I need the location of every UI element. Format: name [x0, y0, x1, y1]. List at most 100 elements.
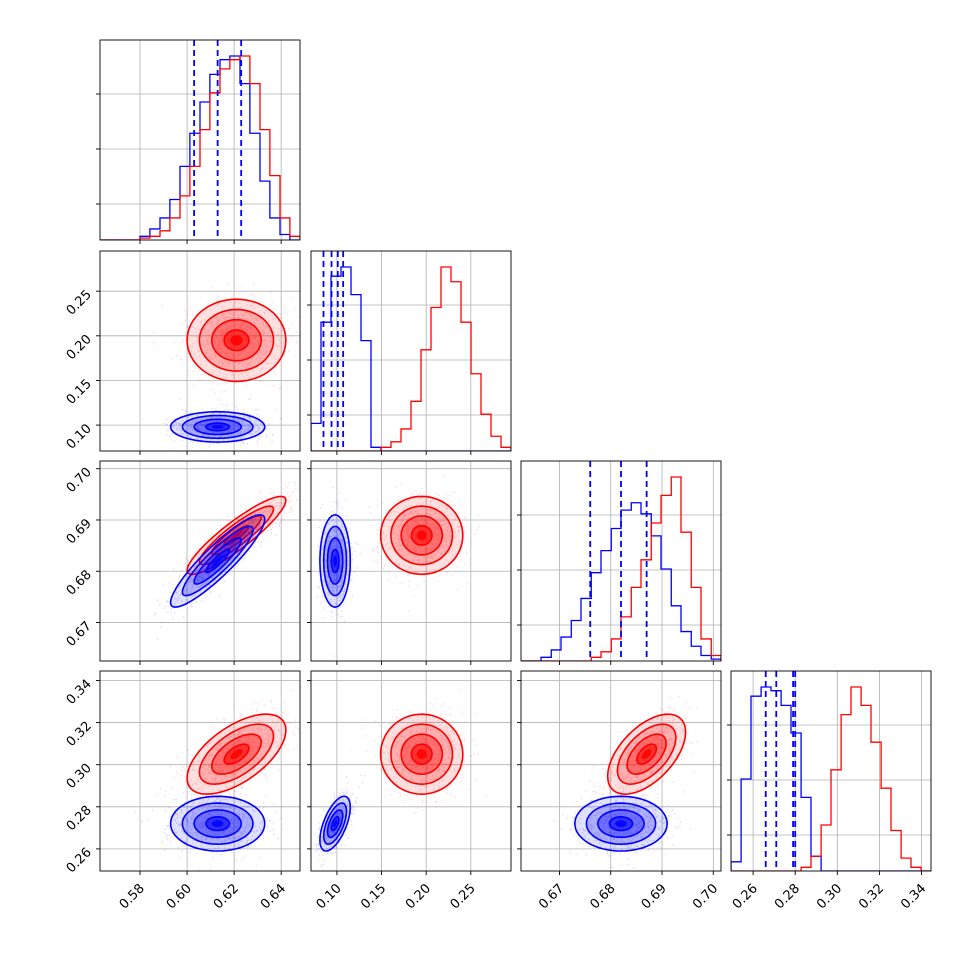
blue-contour [330, 816, 340, 832]
y-tick-label: 0.25 [64, 287, 95, 318]
x-tick-label: 0.34 [898, 881, 929, 912]
x-tick-label: 0.67 [536, 881, 567, 912]
blue-scatter-points [316, 487, 361, 657]
red-contour [410, 524, 433, 546]
y-tick-label: 0.34 [64, 677, 95, 708]
blue-density-peak [211, 555, 224, 567]
x-tick-label: 0.15 [358, 881, 389, 912]
red-contour [606, 713, 687, 796]
blue-contour [193, 418, 243, 436]
red-contour [223, 329, 250, 352]
red-density-peak [230, 530, 243, 541]
blue-contour [181, 525, 254, 597]
blue-contour [169, 514, 266, 608]
x-tick-label: 0.60 [164, 881, 195, 912]
blue-contour [169, 795, 266, 852]
x-tick-label: 0.25 [448, 881, 479, 912]
red-density-peak [641, 749, 652, 760]
red-contour [223, 743, 250, 765]
scatter-panel-2-1 [99, 250, 301, 452]
blue-histogram [521, 502, 721, 661]
hist-plot-area [521, 461, 721, 661]
red-contour [198, 308, 275, 372]
y-tick-label: 0.26 [64, 845, 95, 876]
blue-contour [322, 802, 348, 845]
axes-frame [99, 39, 301, 241]
scatter-panel-4-2 [310, 670, 512, 872]
blue-contour [608, 816, 634, 832]
red-density-peak [230, 749, 243, 760]
blue-contour [181, 414, 254, 440]
blue-density-peak [211, 820, 224, 828]
hist-panel-4 [727, 670, 932, 872]
density-plot-area [153, 481, 300, 640]
density-plot-area [316, 474, 481, 657]
y-tick-label: 0.32 [64, 719, 95, 750]
density-plot-area [553, 695, 699, 869]
red-contour [616, 723, 677, 786]
x-tick-label: 0.69 [639, 881, 670, 912]
density-plot-area [313, 688, 488, 867]
blue-density-peak [333, 555, 337, 567]
density-plot-area [135, 689, 300, 871]
y-tick-label: 0.28 [64, 803, 95, 834]
x-tick-label: 0.28 [772, 881, 803, 912]
x-tick-label: 0.70 [690, 881, 721, 912]
hist-plot-area [311, 251, 511, 451]
red-density-peak [416, 749, 427, 760]
y-tick-label: 0.68 [64, 567, 95, 598]
red-histogram [311, 266, 511, 451]
hist-panel-1 [96, 39, 301, 241]
red-contour [210, 319, 263, 362]
y-tick-label: 0.10 [64, 421, 95, 452]
axes-frame [99, 460, 301, 662]
x-tick-label: 0.20 [403, 881, 434, 912]
x-tick-label: 0.10 [314, 881, 345, 912]
axes-frame [520, 460, 722, 662]
red-histogram [521, 476, 721, 661]
red-contour [186, 495, 287, 576]
scatter-panel-3-2 [310, 460, 512, 662]
y-tick-label: 0.69 [64, 516, 95, 547]
blue-contour [597, 809, 645, 839]
x-tick-label: 0.68 [587, 881, 618, 912]
x-tick-label: 0.32 [856, 881, 887, 912]
panels-layer: 0.58 0.60 0.62 0.64 0.10 0.15 0.20 0.25 0.67 0.68… [64, 39, 932, 912]
red-contour [210, 733, 263, 775]
red-contour [390, 505, 454, 566]
blue-contour [326, 537, 344, 585]
blue-contour [169, 410, 266, 443]
red-contour [626, 733, 667, 776]
y-tick-label: 0.70 [64, 465, 95, 496]
blue-contour [193, 809, 243, 839]
red-contour [198, 723, 275, 785]
blue-contour [322, 525, 348, 597]
hist-panel-3 [517, 460, 722, 662]
red-histogram [731, 686, 931, 871]
blue-contour [205, 548, 231, 574]
axes-frame [730, 670, 932, 872]
red-density-peak [416, 530, 427, 541]
blue-contour [585, 802, 657, 846]
blue-contour [181, 802, 254, 846]
blue-density-peak [615, 820, 627, 828]
x-tick-label: 0.62 [211, 881, 242, 912]
blue-contour [193, 537, 243, 585]
red-contour [379, 495, 464, 576]
red-contour [390, 723, 454, 786]
blue-histogram [731, 686, 931, 871]
density-plot-area [142, 283, 300, 448]
red-density-peak [230, 335, 243, 346]
axes-frame [99, 670, 301, 872]
red-contour [198, 505, 275, 566]
x-tick-label: 0.64 [258, 881, 289, 912]
red-contour [186, 713, 287, 795]
blue-contour [330, 548, 340, 574]
y-tick-label: 0.30 [64, 761, 95, 792]
blue-contour [319, 795, 352, 852]
scatter-panel-3-1 [99, 460, 301, 662]
blue-contour [205, 422, 231, 432]
blue-contour [326, 809, 344, 839]
scatter-panel-4-3 [520, 670, 722, 872]
x-tick-label: 0.58 [117, 881, 148, 912]
